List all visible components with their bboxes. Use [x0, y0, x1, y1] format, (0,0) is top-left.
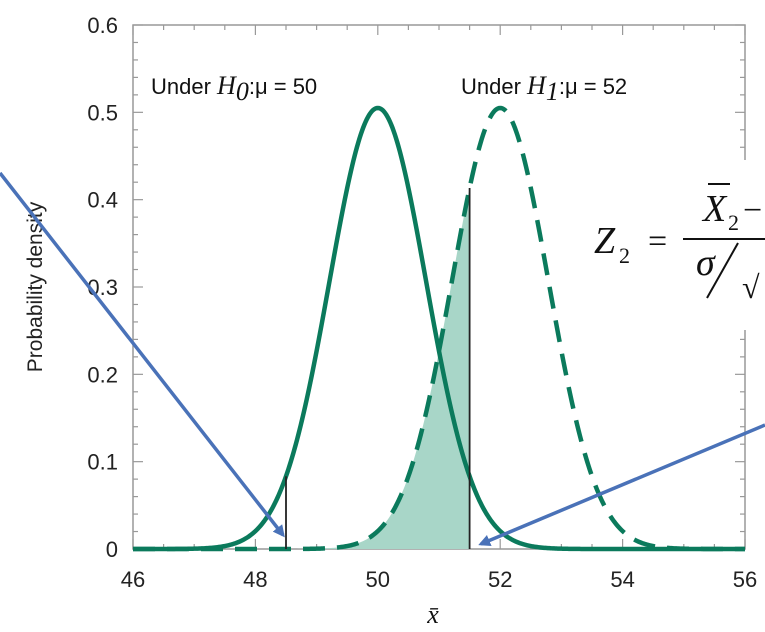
x-tick-label: 56 — [733, 567, 757, 592]
formula-equals: = — [648, 223, 667, 260]
x-tick-label: 48 — [243, 567, 267, 592]
shaded-region — [286, 188, 470, 549]
formula-lhs-sub: 2 — [619, 243, 630, 268]
x-axis-label: x̄ — [426, 600, 439, 629]
y-tick-label: 0 — [106, 537, 118, 562]
arrow-to-left-critical — [0, 171, 285, 538]
formula-numerator: X — [701, 188, 728, 230]
series-line-h1 — [133, 105, 745, 552]
y-tick-label: 0.2 — [87, 362, 118, 387]
formula-sqrt: √ — [742, 269, 760, 305]
x-tick-label: 54 — [610, 567, 634, 592]
y-axis-label: Probability density — [24, 201, 47, 372]
y-tick-label: 0.5 — [87, 100, 118, 125]
y-tick-label: 0.3 — [87, 275, 118, 300]
x-tick-label: 52 — [488, 567, 512, 592]
formula-lhs: Z — [594, 220, 616, 262]
arrow-to-right-critical — [478, 423, 765, 547]
y-tick-label: 0.6 — [87, 13, 118, 38]
y-tick-label: 0.1 — [87, 450, 118, 475]
annotation-h1: Under H1:μ = 52 — [461, 71, 627, 106]
x-tick-label: 50 — [366, 567, 390, 592]
y-tick-label: 0.4 — [87, 188, 118, 213]
formula-numerator-rest: − — [743, 192, 762, 229]
formula-denominator: σ — [696, 242, 716, 284]
z-formula: Z 2 = X 2 − σ √ — [590, 160, 765, 330]
series-line-h0 — [133, 105, 745, 552]
x-tick-label: 46 — [121, 567, 145, 592]
formula-numerator-sub: 2 — [728, 210, 739, 235]
annotation-h0: Under H0:μ = 50 — [151, 71, 317, 106]
y-tick-labels: 0 0.1 0.2 0.3 0.4 0.5 0.6 — [87, 13, 118, 562]
x-tick-labels: 46 48 50 52 54 56 — [121, 567, 757, 592]
formula-slash — [706, 242, 739, 299]
